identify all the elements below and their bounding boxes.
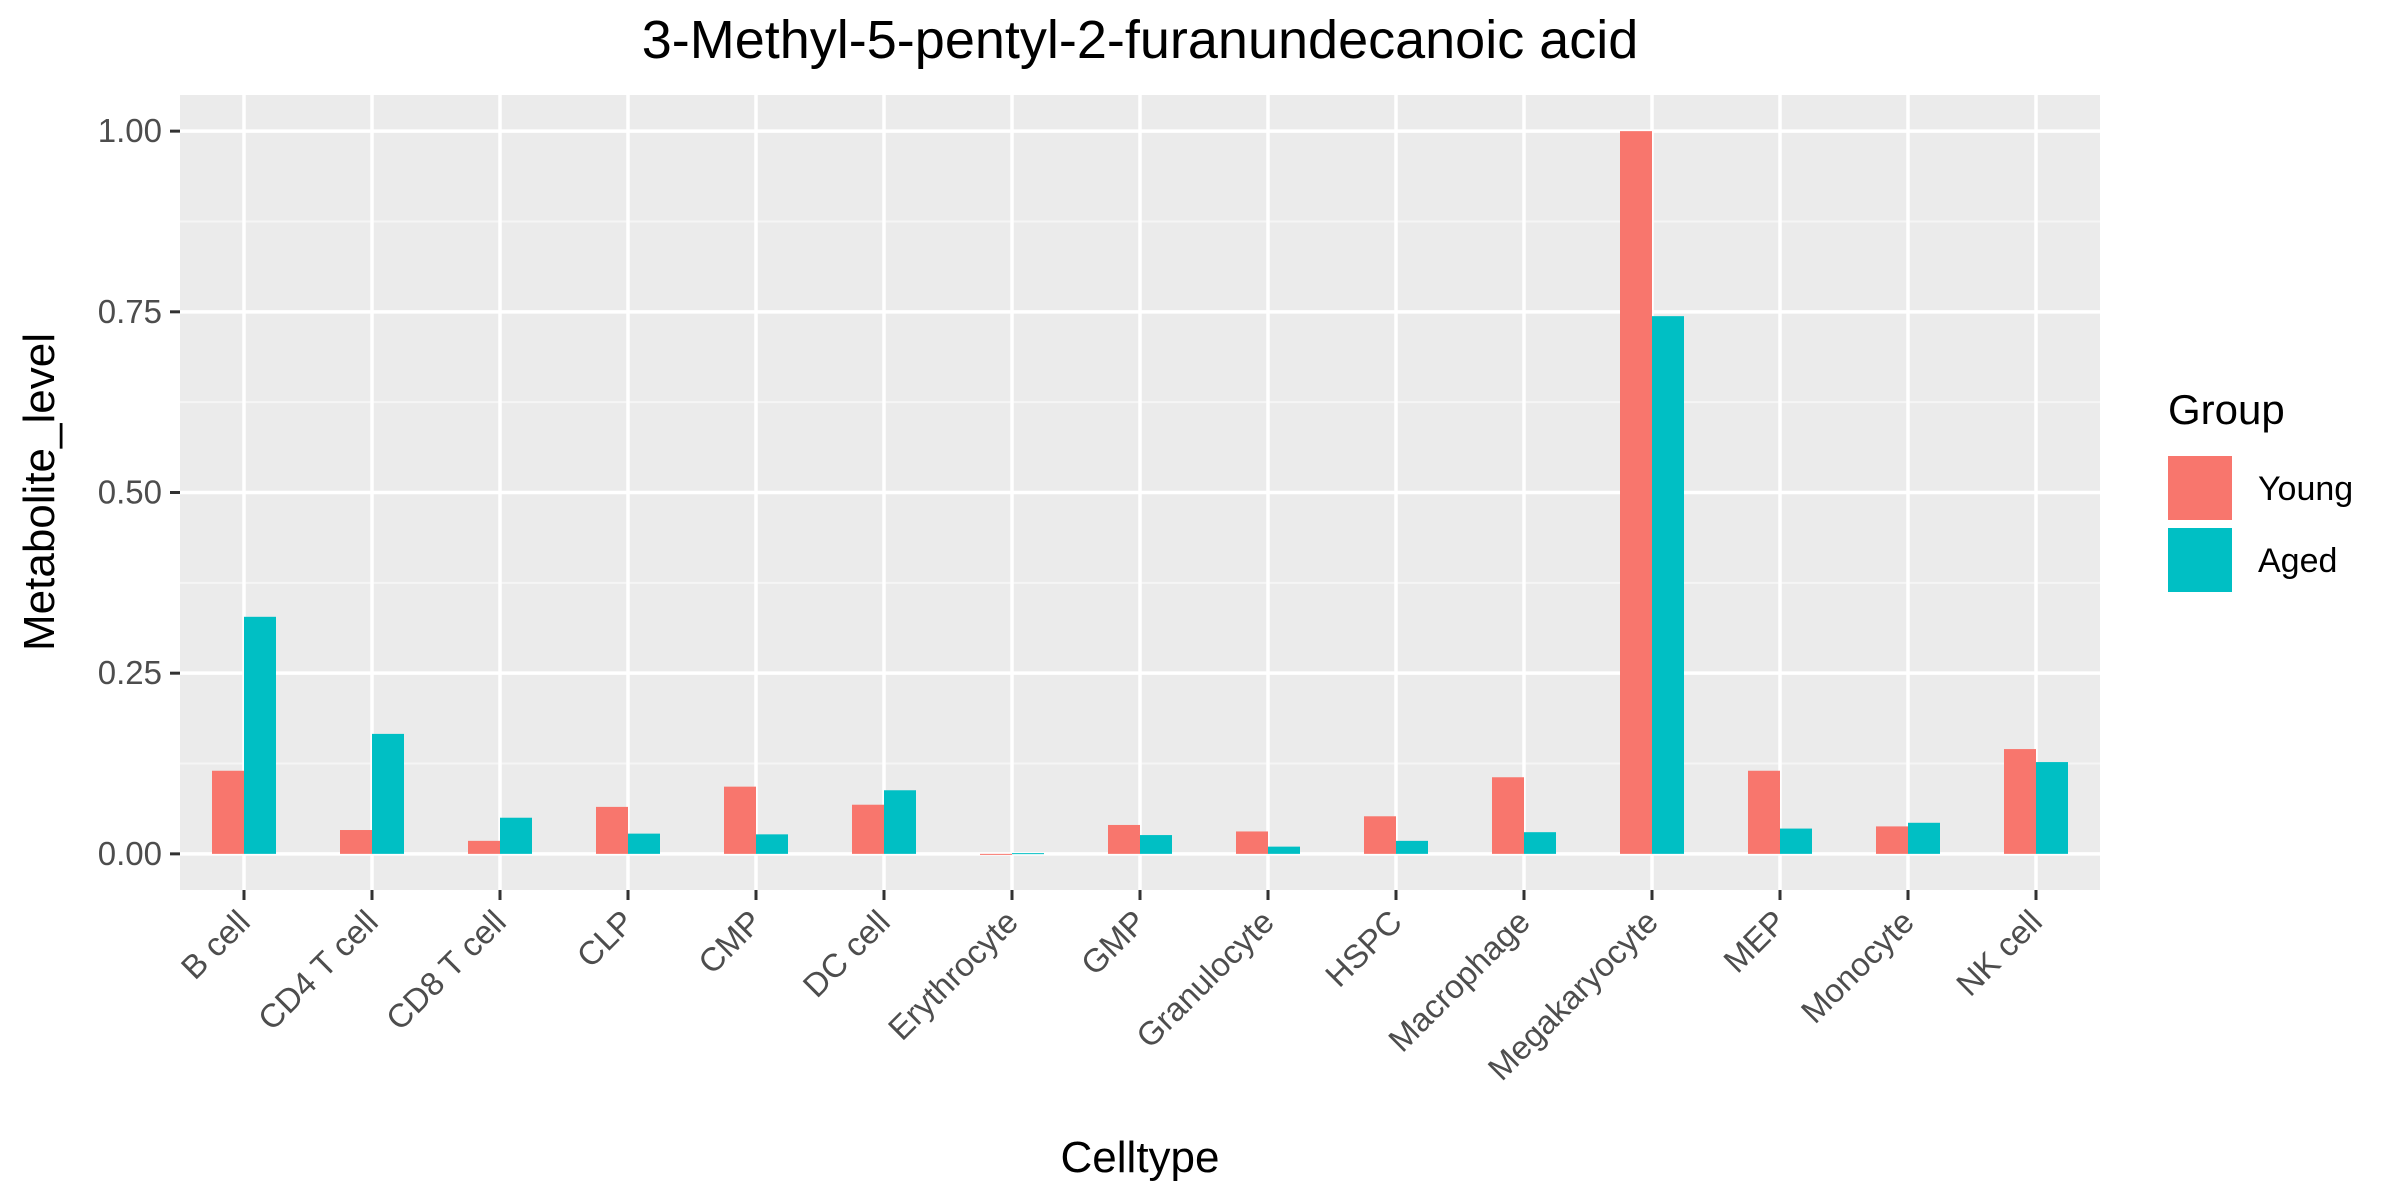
legend-label-aged: Aged [2258,542,2337,580]
bar-aged-cmp [756,834,788,854]
y-tick-label: 1.00 [98,112,162,149]
bar-young-dc-cell [852,804,884,854]
bar-aged-macrophage [1524,832,1556,854]
x-axis-title: Celltype [1061,1133,1220,1182]
x-tick-label: CD8 T cell [379,903,513,1037]
x-tick-label: NK cell [1949,903,2049,1003]
bar-young-erythrocyte [980,853,1012,855]
bar-aged-monocyte [1908,822,1940,854]
x-tick-label: Erythrocyte [881,903,1025,1047]
bar-young-megakaryocyte [1620,131,1652,854]
x-tick-label: Monocyte [1794,903,1921,1030]
y-tick-label: 0.00 [98,835,162,872]
bar-young-cmp [724,786,756,854]
bar-aged-granulocyte [1268,846,1300,854]
bar-young-hspc [1364,816,1396,854]
bar-young-monocyte [1876,826,1908,854]
y-axis: 0.00 0.25 0.50 0.75 1.00 [98,112,180,872]
bar-aged-dc-cell [884,790,916,854]
bar-young-clp [596,806,628,854]
y-tick-label: 0.25 [98,654,162,691]
bar-young-gmp [1108,824,1140,854]
bar-young-granulocyte [1236,831,1268,854]
bar-young-cd4-t-cell [340,830,372,854]
x-tick-label: B cell [174,903,257,986]
bar-aged-clp [628,833,660,854]
bar-young-cd8-t-cell [468,840,500,854]
bar-aged-erythrocyte [1012,853,1044,855]
legend-label-young: Young [2258,470,2353,508]
bar-young-mep [1748,770,1780,854]
x-tick-label: MEP [1716,903,1793,980]
legend-items: Young Aged [2168,456,2353,592]
x-tick-label: CD4 T cell [251,903,385,1037]
legend-key-aged [2168,528,2232,592]
legend-title: Group [2168,386,2285,433]
y-axis-title: Metabolite_level [15,333,64,651]
bar-young-b-cell [212,770,244,854]
x-tick-label: HSPC [1318,903,1409,994]
bar-aged-cd8-t-cell [500,817,532,854]
chart-title: 3-Methyl-5-pentyl-2-furanundecanoic acid [642,10,1639,70]
bars [212,131,2068,855]
x-tick-label: Granulocyte [1129,903,1281,1055]
legend-key-young [2168,456,2232,520]
bar-young-macrophage [1492,777,1524,854]
bar-aged-nk-cell [2036,762,2068,854]
bar-aged-mep [1780,828,1812,854]
y-tick-label: 0.50 [98,474,162,511]
bar-young-nk-cell [2004,749,2036,854]
bar-aged-hspc [1396,840,1428,854]
legend: Group Young Aged [2168,386,2353,592]
x-tick-label: CMP [691,903,769,981]
y-tick-label: 0.75 [98,293,162,330]
x-tick-label: DC cell [796,903,897,1004]
bar-aged-b-cell [244,616,276,854]
x-tick-label: CLP [569,903,641,975]
bar-aged-cd4-t-cell [372,733,404,854]
x-tick-label: GMP [1074,903,1153,982]
bar-aged-gmp [1140,835,1172,854]
bar-aged-megakaryocyte [1652,316,1684,854]
